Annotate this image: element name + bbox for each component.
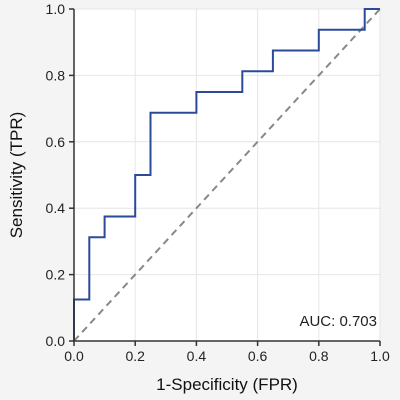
x-tick-labels: 0.0 0.2 0.4 0.6 0.8 1.0 (64, 348, 390, 364)
x-tick-label: 0.8 (309, 348, 329, 364)
y-tick-labels: 0.0 0.2 0.4 0.6 0.8 1.0 (46, 1, 66, 349)
x-tick-label: 1.0 (370, 348, 390, 364)
x-tick-label: 0.0 (64, 348, 84, 364)
y-tick-label: 0.4 (46, 200, 66, 216)
series-group (73, 8, 380, 341)
y-tick-label: 0.8 (46, 67, 66, 83)
x-tick-label: 0.6 (248, 348, 268, 364)
x-tick-label: 0.2 (125, 348, 145, 364)
y-tick-label: 1.0 (46, 1, 66, 17)
y-tick-label: 0.0 (46, 333, 66, 349)
reference-line-group (73, 8, 381, 342)
y-axis-title: Sensitivity (TPR) (7, 112, 26, 239)
x-axis-title: 1-Specificity (FPR) (156, 375, 298, 394)
y-tick-label: 0.6 (46, 134, 66, 150)
x-tick-label: 0.4 (187, 348, 207, 364)
axes (69, 8, 381, 346)
y-tick-label: 0.2 (46, 267, 66, 283)
reference-diagonal-line (73, 8, 381, 342)
auc-annotation: AUC: 0.703 (299, 313, 377, 330)
roc-curve-line-0 (73, 8, 380, 341)
